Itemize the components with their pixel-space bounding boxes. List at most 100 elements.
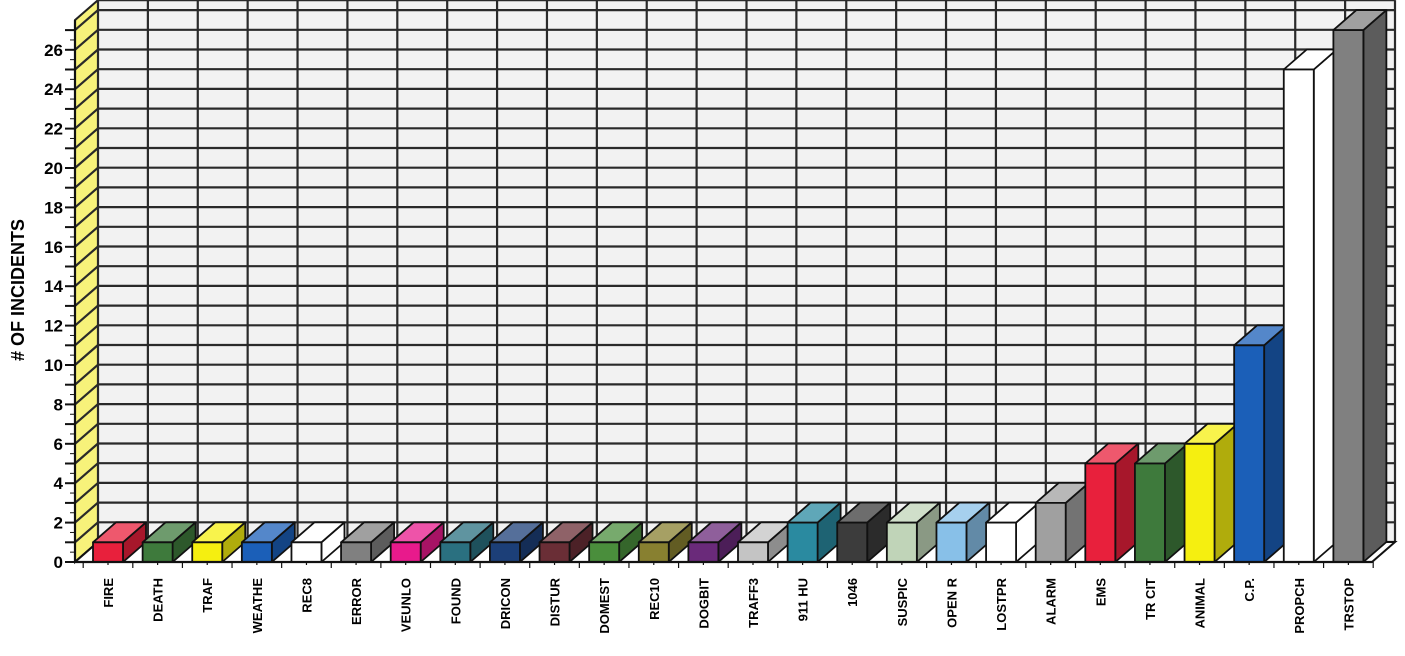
gridline-wall	[74, 88, 99, 110]
bar-front	[340, 541, 372, 563]
x-tick-label: ALARM	[1044, 578, 1059, 625]
gridline-wall	[74, 245, 99, 268]
bars	[92, 9, 1388, 563]
gridline-wall	[74, 462, 99, 485]
gridline-wall	[74, 363, 99, 386]
gridline-wall	[74, 147, 99, 169]
bar-front	[191, 541, 224, 563]
x-tick-label: TRAFF3	[746, 578, 761, 628]
left-wall	[74, 0, 99, 565]
x-tick-label: DOMEST	[597, 578, 612, 634]
bar	[240, 521, 296, 563]
x-tick-label: EMS	[1093, 578, 1108, 607]
gridline-wall	[74, 265, 99, 288]
bar-front	[885, 521, 918, 563]
x-tick-label: REC8	[299, 578, 314, 613]
y-tick-label: 16	[44, 238, 63, 257]
x-tick-label: DISTUR	[548, 577, 563, 626]
bar	[588, 521, 644, 563]
gridline-wall	[74, 422, 99, 445]
bar	[1034, 481, 1090, 563]
x-tick-label: TRSTOP	[1341, 578, 1356, 631]
gridline-wall	[74, 225, 99, 248]
x-tick-label: 1046	[845, 578, 860, 607]
gridline-wall	[74, 127, 99, 150]
bar-front	[588, 541, 621, 563]
y-tick-label: 2	[54, 514, 63, 533]
x-tick-label: VEUNLO	[399, 578, 414, 632]
bar	[439, 521, 495, 563]
bar	[489, 521, 544, 563]
gridline-wall	[74, 166, 99, 189]
bar-front	[240, 541, 273, 563]
bar	[1233, 324, 1289, 563]
gridline-wall	[74, 28, 99, 51]
bar-front	[1233, 344, 1266, 563]
bar	[1084, 442, 1140, 563]
y-tick-label: 6	[54, 435, 63, 454]
x-tick-label: SUSPIC	[895, 577, 910, 626]
y-tick-label: 4	[54, 474, 64, 493]
bar-front	[1183, 442, 1216, 563]
bar-front	[1084, 462, 1117, 563]
bar-front	[1134, 462, 1166, 563]
y-tick-label: 14	[44, 277, 63, 296]
bar-front	[786, 521, 819, 563]
x-axis: FIRE DEATH TRAF WEATHE REC8 ERROR VEUNLO FOUND D…	[75, 560, 1374, 634]
x-tick-label: DOGBIT	[696, 578, 711, 629]
bar	[538, 521, 594, 563]
x-tick-label: 911 HU	[796, 578, 811, 621]
bar	[687, 521, 743, 563]
bar	[637, 521, 693, 563]
y-tick-label: 24	[44, 80, 63, 99]
bar	[191, 521, 247, 563]
x-tick-label: ANIMAL	[1193, 578, 1208, 629]
left-wall-panel	[74, 0, 99, 565]
gridline-wall	[74, 442, 99, 465]
gridline-wall	[74, 68, 99, 91]
x-tick-label: DEATH	[151, 578, 166, 622]
bar-front	[1332, 29, 1365, 563]
gridline-wall	[74, 48, 99, 71]
bar-front	[141, 541, 174, 563]
x-tick-label: TRAF	[200, 578, 215, 613]
bar	[1282, 48, 1338, 563]
x-tick-label: OPEN R	[944, 577, 959, 627]
bar	[1332, 9, 1388, 563]
y-tick-label: 8	[54, 395, 63, 414]
gridline-wall	[74, 521, 99, 544]
bar-front	[489, 541, 521, 563]
bar-front	[637, 541, 670, 563]
y-tick-label: 10	[44, 356, 63, 375]
gridline-wall	[74, 324, 99, 347]
gridline-wall	[74, 186, 99, 209]
y-tick-label: 0	[54, 553, 63, 572]
x-tick-label: PROPCH	[1292, 578, 1307, 634]
bar-front	[290, 541, 323, 563]
bar	[290, 521, 346, 563]
x-tick-label: TR CIT	[1143, 578, 1158, 620]
gridline-wall	[74, 383, 99, 406]
y-tick-label: 26	[44, 41, 63, 60]
gridline-wall	[74, 285, 99, 307]
y-tick-label: 12	[44, 317, 63, 336]
bar-front	[687, 541, 720, 563]
x-tick-label: ERROR	[349, 577, 364, 625]
bar-front	[836, 521, 869, 563]
gridlines	[74, 0, 1397, 563]
bar-front	[1282, 68, 1315, 563]
bar-front	[538, 541, 571, 563]
bar-front	[1034, 501, 1067, 563]
y-tick-label: 20	[44, 159, 63, 178]
y-tick-label: 18	[44, 198, 63, 217]
x-tick-label: REC10	[647, 578, 662, 620]
bar-front	[935, 521, 968, 563]
bar-front	[985, 521, 1017, 563]
bar	[92, 521, 147, 563]
gridline-wall	[74, 482, 99, 504]
bar-front	[389, 541, 422, 563]
gridline-wall	[74, 501, 99, 524]
gridline-wall	[74, 107, 99, 130]
bar-front	[737, 541, 769, 563]
